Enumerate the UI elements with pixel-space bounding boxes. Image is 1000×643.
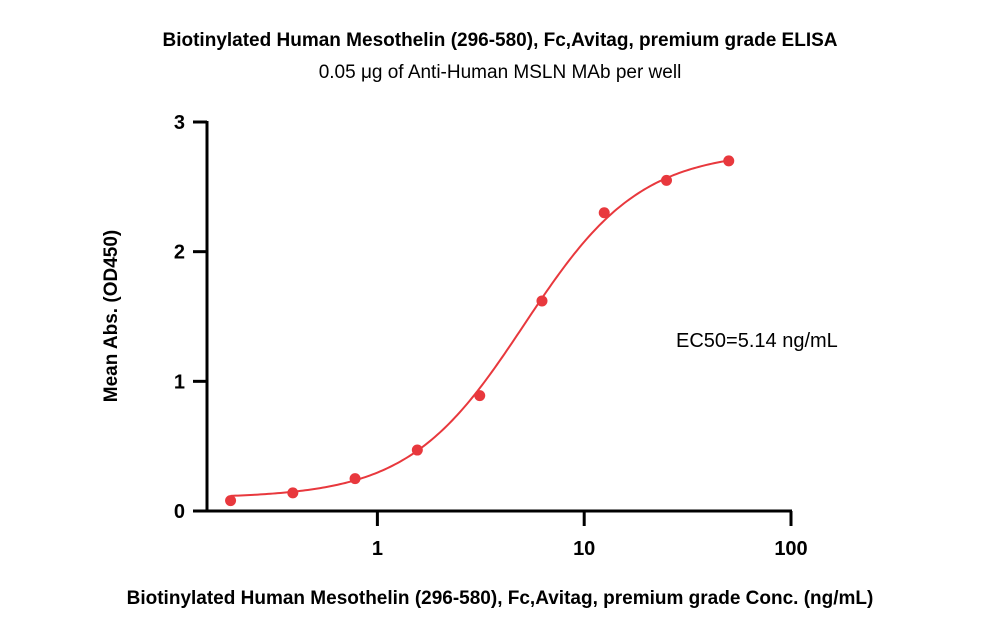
y-tick-label: 0 bbox=[174, 501, 185, 523]
x-tick-label: 10 bbox=[573, 538, 595, 560]
data-point bbox=[723, 155, 735, 167]
data-points-layer bbox=[225, 155, 735, 507]
x-tick-label: 1 bbox=[372, 538, 383, 560]
x-axis-label: Biotinylated Human Mesothelin (296-580),… bbox=[126, 588, 874, 609]
chart-subtitle: 0.05 μg of Anti-Human MSLN MAb per well bbox=[318, 62, 682, 83]
fit-curve bbox=[230, 159, 729, 497]
data-point bbox=[411, 444, 423, 456]
data-point bbox=[349, 473, 361, 485]
data-point bbox=[474, 390, 486, 402]
x-tick-label: 100 bbox=[774, 538, 807, 560]
data-point bbox=[225, 495, 237, 507]
chart-title: Biotinylated Human Mesothelin (296-580),… bbox=[162, 30, 838, 51]
axes: 0 1 2 3 1 10 100 bbox=[174, 112, 808, 560]
y-tick-label: 1 bbox=[174, 371, 185, 393]
data-point bbox=[660, 174, 672, 186]
ec50-annotation: EC50=5.14 ng/mL bbox=[676, 330, 838, 352]
y-tick-label: 2 bbox=[174, 242, 185, 264]
data-point bbox=[287, 487, 299, 499]
y-tick-label: 3 bbox=[174, 112, 185, 134]
data-point bbox=[598, 207, 610, 219]
fit-curve-layer bbox=[230, 159, 729, 497]
data-point bbox=[536, 295, 548, 307]
